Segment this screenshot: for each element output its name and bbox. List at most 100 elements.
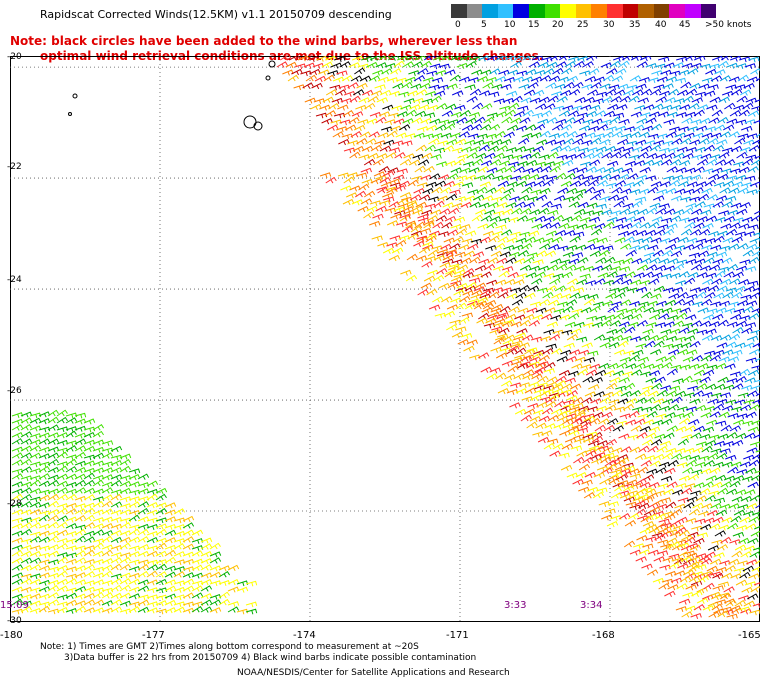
wind-barb: [721, 572, 733, 579]
wind-barb: [47, 493, 59, 501]
wind-barb: [698, 286, 711, 293]
wind-barb: [615, 385, 627, 392]
wind-barb: [528, 320, 540, 327]
wind-barb: [47, 514, 59, 522]
wind-barb: [513, 56, 526, 62]
wind-barb: [486, 373, 498, 380]
wind-barb: [328, 102, 340, 110]
wind-barb: [594, 110, 607, 117]
wind-barb: [297, 56, 310, 62]
wind-barb: [633, 160, 646, 167]
colorbar-label: 30: [603, 20, 615, 30]
wind-barb: [638, 334, 651, 342]
wind-barb: [674, 188, 686, 195]
wind-barb: [83, 439, 96, 446]
wind-barb: [531, 112, 544, 119]
wind-barb: [741, 475, 754, 482]
wind-barb: [410, 83, 422, 90]
wind-barb: [411, 205, 423, 212]
wind-barb: [649, 88, 662, 96]
wind-barb: [683, 244, 695, 251]
wind-barb: [572, 138, 584, 145]
wind-barb: [582, 175, 594, 181]
wind-barb: [110, 467, 123, 474]
wind-barb: [702, 605, 715, 612]
wind-barb: [524, 292, 536, 299]
wind-barb: [575, 471, 588, 479]
wind-barb: [520, 414, 532, 422]
wind-barb: [535, 194, 548, 201]
wind-barb: [398, 180, 411, 187]
wind-barb: [467, 243, 479, 250]
wind-barb: [717, 173, 729, 181]
wind-barb: [554, 83, 566, 90]
wind-barb: [747, 426, 760, 433]
wind-barb: [606, 521, 619, 528]
wind-barb: [340, 98, 353, 104]
wind-barb: [464, 84, 476, 91]
wind-barb: [614, 484, 626, 492]
wind-barb: [678, 327, 690, 334]
wind-barb: [677, 181, 690, 188]
wind-barb: [461, 182, 474, 189]
wind-barb: [507, 271, 519, 279]
wind-barb: [20, 509, 33, 516]
wind-barb: [547, 414, 559, 422]
wind-barb: [514, 258, 526, 265]
wind-barb: [746, 503, 758, 510]
wind-barb: [236, 586, 249, 593]
colorbar-label: 25: [577, 20, 589, 30]
wind-barb: [583, 152, 595, 160]
wind-barb: [452, 236, 464, 243]
wind-barb: [498, 327, 510, 334]
wind-barb: [674, 132, 687, 139]
wind-barb: [712, 56, 724, 62]
wind-barb: [646, 153, 658, 160]
wind-barb: [645, 377, 657, 384]
wind-barb: [552, 67, 564, 75]
wind-barb: [629, 336, 642, 342]
wind-barb: [648, 111, 661, 118]
wind-barb: [367, 152, 379, 160]
wind-barb: [372, 69, 384, 76]
wind-barb: [626, 398, 638, 405]
wind-barb: [480, 289, 492, 296]
wind-barb: [182, 607, 195, 614]
wind-barb: [582, 118, 594, 125]
wind-barb: [728, 243, 740, 250]
wind-barb: [578, 486, 590, 493]
wind-barb: [502, 339, 514, 346]
wind-barb: [680, 545, 693, 552]
wind-barb: [352, 89, 365, 96]
wind-barb: [545, 230, 558, 237]
wind-barb: [558, 110, 571, 117]
wind-barb: [674, 390, 687, 398]
wind-barb: [303, 62, 316, 69]
wind-barb: [542, 348, 554, 355]
wind-barb: [585, 224, 597, 230]
wind-barb: [554, 380, 567, 387]
wind-barb: [709, 411, 721, 418]
wind-barb: [583, 357, 596, 363]
wind-barb: [128, 551, 141, 558]
map-border: [10, 56, 760, 622]
wind-barb: [746, 335, 759, 342]
wind-barb: [539, 243, 551, 250]
wind-barb: [594, 424, 606, 432]
wind-barb: [555, 263, 568, 271]
wind-barb: [605, 438, 618, 446]
wind-barb: [146, 550, 159, 558]
wind-barb: [716, 139, 728, 146]
wind-barb: [200, 599, 213, 606]
wind-barb: [684, 111, 697, 118]
wind-barb: [377, 76, 390, 83]
wind-barb: [649, 460, 662, 467]
wind-barb: [110, 557, 123, 564]
wind-barb: [606, 328, 618, 335]
wind-barb: [92, 607, 105, 614]
wind-barb: [497, 292, 509, 299]
wind-barb: [720, 536, 732, 544]
wind-barb: [724, 565, 736, 572]
wind-barb: [629, 75, 642, 82]
wind-barb: [469, 201, 481, 208]
